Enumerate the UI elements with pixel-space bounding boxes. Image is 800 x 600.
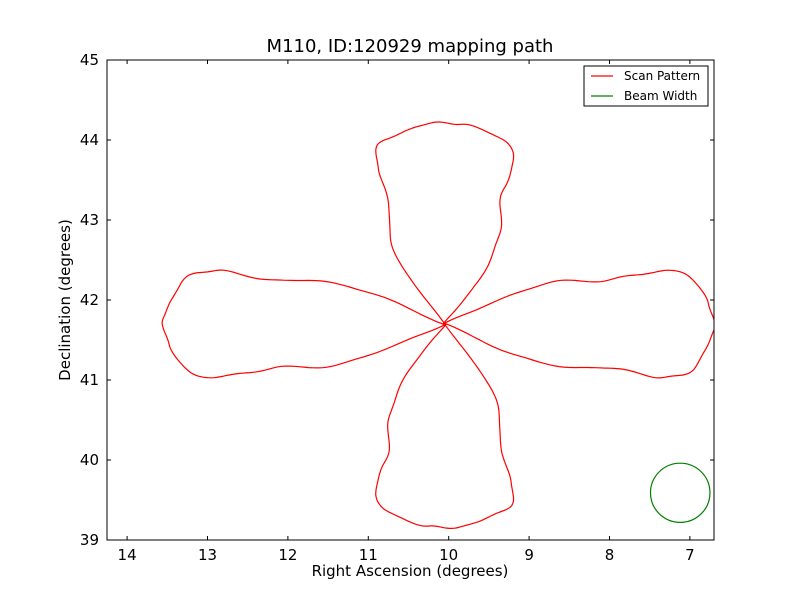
y-tick-label: 45 (80, 51, 99, 69)
y-tick-label: 42 (80, 291, 99, 309)
x-axis-label: Right Ascension (degrees) (312, 562, 509, 580)
y-tick-label: 44 (80, 131, 99, 149)
y-tick-label: 40 (80, 451, 99, 469)
x-tick-label: 12 (278, 546, 297, 564)
scan-pattern-line (161, 121, 714, 530)
legend-box (583, 65, 709, 107)
plot-area (161, 121, 714, 530)
y-tick-label: 39 (80, 531, 99, 549)
legend-label-beam-width: Beam Width (624, 89, 697, 103)
legend: Scan Pattern Beam Width (583, 65, 709, 107)
x-axis: 14 13 12 11 10 9 8 7 (118, 60, 695, 564)
y-axis-label: Declination (degrees) (56, 219, 74, 381)
x-tick-label: 10 (439, 546, 458, 564)
legend-label-scan-pattern: Scan Pattern (624, 69, 700, 83)
x-tick-label: 7 (685, 546, 695, 564)
beam-width-circle (649, 462, 711, 523)
y-tick-label: 43 (80, 211, 99, 229)
y-axis: 39 40 41 42 43 44 45 (80, 51, 714, 549)
x-tick-label: 9 (524, 546, 534, 564)
y-tick-label: 41 (80, 371, 99, 389)
chart-title: M110, ID:120929 mapping path (267, 36, 554, 57)
x-tick-label: 11 (359, 546, 378, 564)
x-tick-label: 14 (118, 546, 137, 564)
x-tick-label: 8 (605, 546, 615, 564)
x-tick-label: 13 (198, 546, 217, 564)
